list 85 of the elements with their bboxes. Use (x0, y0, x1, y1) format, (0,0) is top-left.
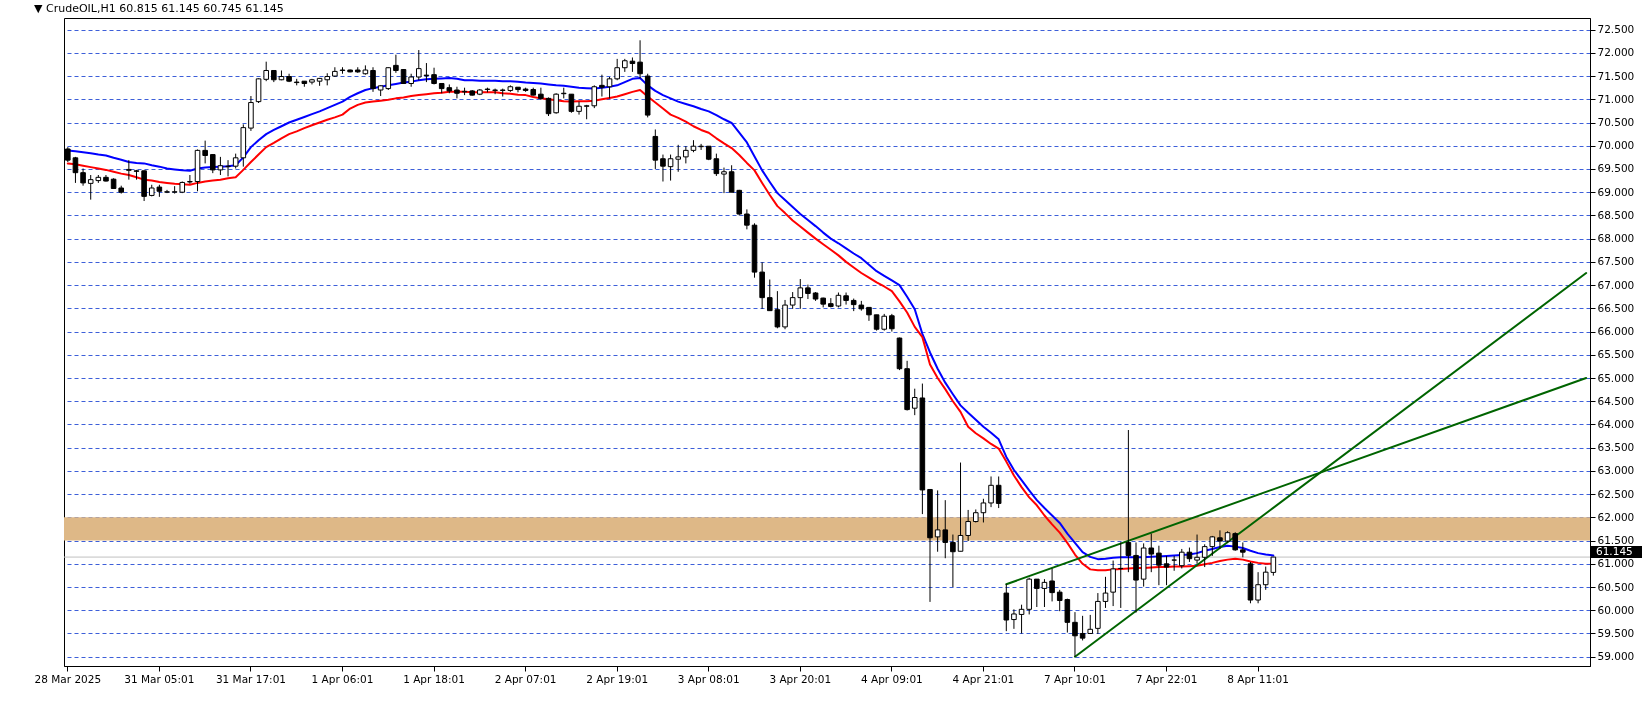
y-tick-label: 62.000 (1597, 510, 1635, 523)
y-tick-label: 69.000 (1597, 185, 1635, 198)
x-tick-label: 4 Apr 21:01 (952, 672, 1015, 685)
candlestick (454, 86, 460, 99)
candlestick (1041, 578, 1048, 608)
candlestick (1102, 576, 1109, 609)
y-tick-label: 71.500 (1597, 69, 1635, 82)
candlestick (576, 101, 582, 116)
x-tick-label: 8 Apr 11:01 (1227, 672, 1289, 685)
y-tick-label: 67.000 (1597, 278, 1635, 291)
y-tick-label: 70.000 (1597, 139, 1635, 152)
candlestick (606, 76, 613, 99)
x-tick-label: 31 Mar 17:01 (215, 672, 286, 685)
candlestick (370, 66, 376, 93)
candlestick (637, 39, 643, 79)
candlestick (1011, 608, 1017, 630)
y-tick-label: 67.500 (1597, 255, 1635, 268)
candlestick (721, 167, 727, 194)
y-tick-label: 72.500 (1597, 23, 1635, 36)
y-tick-label: 64.000 (1597, 417, 1635, 430)
y-tick-label: 72.000 (1597, 46, 1635, 59)
candlestick (744, 208, 750, 230)
x-tick-label: 7 Apr 10:01 (1044, 672, 1106, 685)
candlestick (988, 475, 994, 508)
x-tick-label: 2 Apr 19:01 (586, 672, 649, 685)
y-tick-label: 68.500 (1597, 208, 1635, 221)
y-tick-label: 65.000 (1597, 371, 1635, 384)
x-tick-label: 31 Mar 05:01 (124, 672, 195, 685)
y-tick-label: 60.000 (1597, 603, 1635, 616)
y-tick-label: 69.500 (1597, 162, 1635, 175)
candlestick (1163, 555, 1170, 586)
candlestick (393, 54, 399, 74)
candlestick (1034, 578, 1040, 608)
y-tick-label: 71.000 (1597, 92, 1635, 105)
candlestick (995, 475, 1002, 509)
y-tick-label: 61.000 (1597, 557, 1635, 570)
candlestick (1194, 534, 1200, 565)
y-tick-label: 63.500 (1597, 441, 1635, 454)
candlestick (599, 74, 605, 97)
y-tick-label: 70.500 (1597, 116, 1635, 129)
candlestick (492, 88, 498, 95)
candlestick (568, 93, 575, 114)
y-tick-label: 62.500 (1597, 487, 1635, 500)
y-tick-label: 60.500 (1597, 580, 1635, 593)
candlestick (843, 292, 849, 306)
y-tick-label: 59.500 (1597, 626, 1635, 639)
y-tick-label: 61.500 (1597, 534, 1635, 547)
x-tick-label: 1 Apr 06:01 (311, 672, 374, 685)
x-tick-label: 3 Apr 08:01 (677, 672, 740, 685)
candlestick (202, 140, 208, 164)
y-tick-label: 66.000 (1597, 325, 1635, 338)
candlestick (72, 156, 79, 184)
candlestick (660, 154, 666, 183)
candlestick (126, 159, 132, 181)
candlestick (866, 306, 872, 322)
x-tick-label: 3 Apr 20:01 (769, 672, 832, 685)
candlestick (1072, 611, 1078, 658)
candlestick (1217, 529, 1223, 550)
candlestick (1125, 429, 1132, 573)
y-tick-label: 64.500 (1597, 394, 1635, 407)
candlestick (1156, 545, 1162, 586)
candlestick (538, 87, 544, 101)
y-tick-label: 63.000 (1597, 464, 1635, 477)
x-tick-label: 7 Apr 22:01 (1135, 672, 1198, 685)
y-tick-label: 65.500 (1597, 348, 1635, 361)
x-tick-label: 2 Apr 07:01 (494, 672, 557, 685)
y-tick-label: 68.000 (1597, 232, 1635, 245)
candlestick (652, 128, 659, 170)
candlestick (782, 299, 788, 330)
y-tick-label: 59.000 (1597, 650, 1635, 663)
candlestick (1110, 560, 1116, 607)
candlestick (957, 462, 964, 552)
candlestick (187, 174, 193, 185)
candlestick (1255, 571, 1261, 604)
candlestick (965, 509, 971, 542)
chart-title: ▼ CrudeOIL,H1 60.815 61.145 60.745 61.145 (34, 2, 284, 15)
x-tick-label: 1 Apr 18:01 (403, 672, 465, 685)
candlestick (805, 284, 811, 300)
candlestick (553, 92, 559, 115)
candlestick (950, 534, 956, 588)
x-tick-label: 4 Apr 09:01 (860, 672, 923, 685)
y-tick-label: 66.500 (1597, 301, 1635, 314)
candlestick (1049, 567, 1055, 602)
ref-line-label: 61.145 (1596, 545, 1633, 558)
x-tick-label: 28 Mar 2025 (34, 672, 102, 685)
